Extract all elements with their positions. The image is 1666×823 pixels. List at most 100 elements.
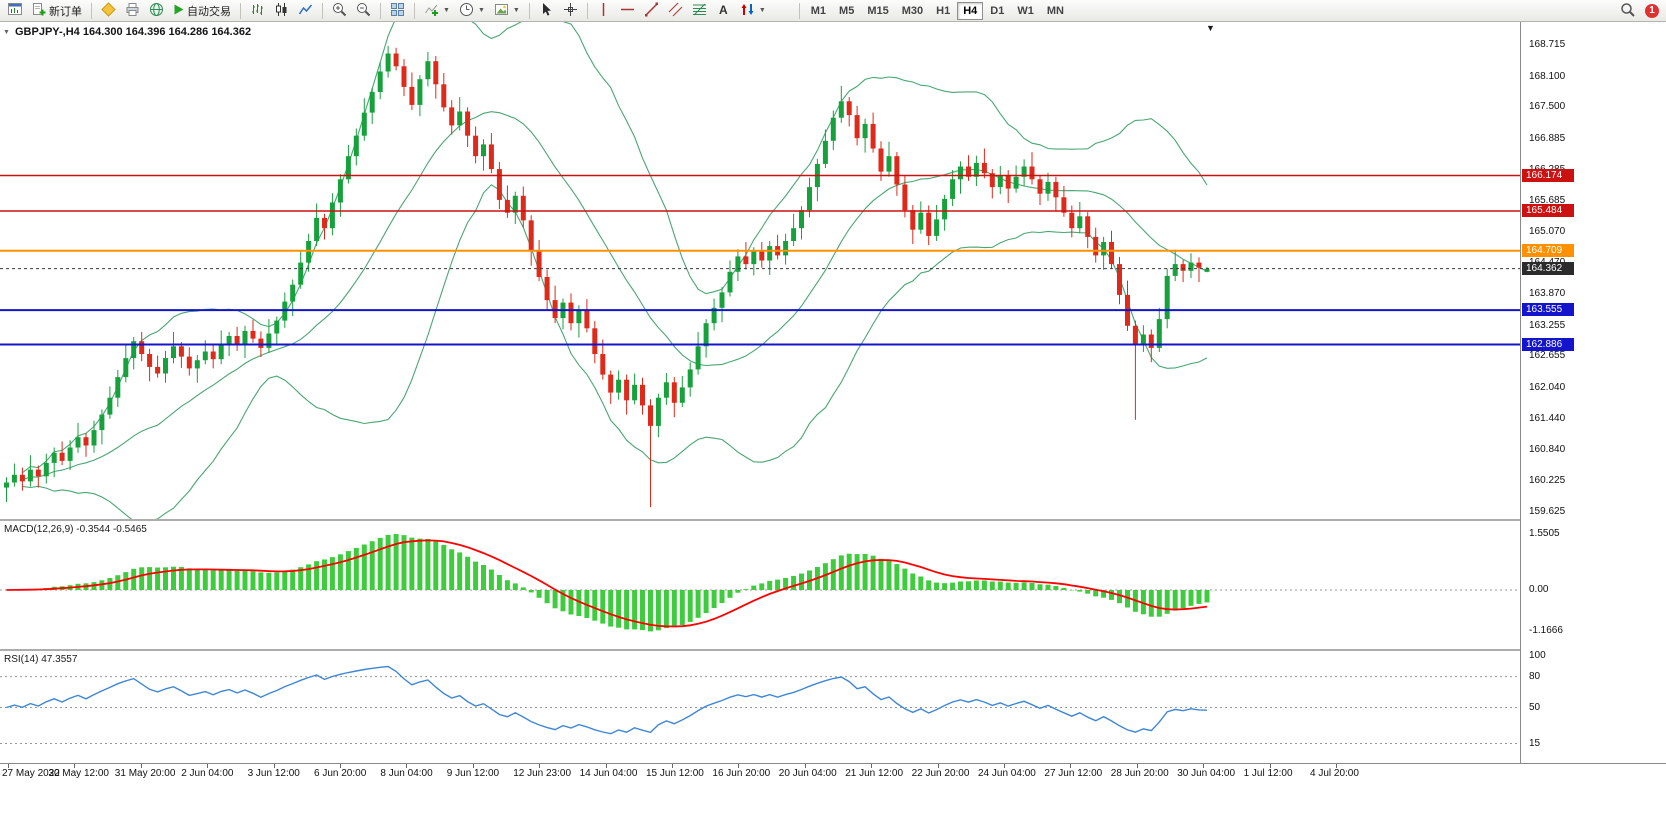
time-axis-label: 12 Jun 23:00 (513, 768, 572, 779)
cursor-button[interactable] (535, 1, 558, 21)
time-axis-label: 21 Jun 12:00 (845, 768, 904, 779)
toolbar-separator (240, 2, 241, 19)
time-axis-tick (74, 764, 76, 768)
price-axis-label: 160.840 (1529, 443, 1566, 455)
trendline-button[interactable] (640, 1, 663, 21)
autotrading-button[interactable]: 自动交易 (169, 1, 235, 21)
print-icon (125, 2, 140, 20)
time-axis-label: 2 Jun 04:00 (181, 768, 234, 779)
search-icon (1620, 2, 1635, 20)
crosshair-button[interactable] (559, 1, 582, 21)
time-axis-label: 3 Jun 12:00 (247, 768, 300, 779)
time-axis-label: 4 Jul 20:00 (1310, 768, 1359, 779)
current-price-badge: 164.362 (1522, 261, 1574, 275)
time-axis-label: 30 May 12:00 (48, 768, 109, 779)
price-line-badge: 162.886 (1522, 337, 1574, 351)
time-axis-tick (8, 764, 9, 768)
macd-values: -0.3544 -0.5465 (76, 524, 147, 535)
toolbar-separator (414, 2, 415, 19)
notification-badge[interactable]: 1 (1645, 3, 1659, 18)
channel-button[interactable] (664, 1, 687, 21)
panel-separator[interactable] (0, 649, 1666, 651)
price-axis-label: 168.100 (1529, 70, 1566, 82)
periods-button[interactable]: ▼ (455, 1, 489, 21)
metaeditor-icon (101, 1, 116, 20)
toolbar-separator (380, 2, 381, 19)
price-line-badge: 165.484 (1522, 204, 1574, 217)
channel-icon (668, 2, 683, 20)
text-button[interactable]: A (712, 1, 735, 21)
candlestick-chart[interactable] (0, 22, 1520, 519)
timeframe-mn-button[interactable]: MN (1041, 2, 1070, 20)
timeframe-m1-button[interactable]: M1 (805, 2, 832, 20)
price-axis-label: 160.225 (1529, 475, 1566, 487)
price-axis-label: 162.655 (1529, 350, 1566, 362)
price-line-badge: 163.555 (1522, 303, 1574, 317)
new-chart-button[interactable] (3, 1, 27, 21)
zoom-out-icon (356, 2, 371, 20)
line-chart-button[interactable] (294, 1, 317, 21)
chart-shift-marker[interactable]: ▼ (1206, 23, 1215, 33)
arrows-icon (740, 2, 755, 20)
time-axis-label: 20 Jun 04:00 (778, 768, 837, 779)
time-axis-tick (340, 764, 341, 768)
fibonacci-button[interactable] (688, 1, 711, 21)
candlestick-chart-button[interactable] (270, 1, 293, 21)
time-axis[interactable]: 27 May 2022 30 May 12:00 31 May 20:00 2 Jun… (0, 763, 1666, 782)
rsi-indicator-panel[interactable] (0, 651, 1520, 763)
timeframe-h1-button[interactable]: H1 (930, 2, 956, 20)
time-axis-label: 31 May 20:00 (114, 768, 176, 779)
price-axis[interactable]: 168.715168.100167.500166.885166.285165.6… (1520, 22, 1666, 763)
trendline-icon (644, 2, 659, 20)
cursor-icon (539, 2, 554, 20)
macd-indicator-panel[interactable] (0, 521, 1520, 649)
community-button[interactable] (145, 1, 168, 21)
panel-separator[interactable] (0, 519, 1666, 521)
arrows-button[interactable]: ▼ (736, 1, 770, 21)
search-button[interactable] (1616, 1, 1639, 21)
print-button[interactable] (121, 1, 144, 21)
metaeditor-button[interactable] (97, 1, 120, 21)
time-axis-tick (207, 764, 209, 768)
time-axis-tick (1203, 764, 1205, 768)
time-axis-tick (273, 764, 275, 768)
timeframe-w1-button[interactable]: W1 (1011, 2, 1040, 20)
timeframe-d1-button[interactable]: D1 (984, 2, 1010, 20)
price-axis-label: 168.715 (1529, 39, 1566, 50)
tile-windows-button[interactable] (386, 1, 409, 21)
time-axis-tick (1136, 764, 1138, 768)
price-axis-label: 159.625 (1529, 506, 1566, 517)
time-axis-label: 9 Jun 12:00 (446, 768, 500, 779)
chevron-down-icon: ▼ (758, 7, 766, 14)
horizontal-line-button[interactable] (616, 1, 639, 21)
zoom-in-button[interactable] (328, 1, 351, 21)
time-axis-label: 30 Jun 04:00 (1177, 768, 1236, 779)
timeframe-m15-button[interactable]: M15 (861, 2, 894, 20)
zoom-out-button[interactable] (352, 1, 375, 21)
indicators-button[interactable]: ▼ (420, 1, 454, 21)
price-axis-label: 161.440 (1529, 412, 1566, 424)
time-axis-label: 8 Jun 04:00 (380, 768, 433, 779)
time-axis-tick (406, 764, 408, 768)
new-chart-icon (7, 2, 23, 20)
timeframe-m5-button[interactable]: M5 (833, 2, 860, 20)
rsi-axis-label: 80 (1529, 670, 1541, 682)
timeframe-m30-button[interactable]: M30 (896, 2, 929, 20)
time-axis-tick (605, 764, 607, 768)
time-axis-label: 1 Jul 12:00 (1243, 768, 1293, 779)
one-click-trading-toggle[interactable]: ▼ (3, 29, 10, 36)
time-axis-tick (1070, 764, 1072, 768)
time-axis-tick (738, 764, 740, 768)
time-axis-tick (672, 764, 673, 768)
price-axis-label: 167.500 (1529, 101, 1566, 113)
new-order-button[interactable]: 新订单 (28, 1, 86, 21)
bar-chart-button[interactable] (246, 1, 269, 21)
rsi-value: 47.3557 (41, 654, 78, 665)
autotrading-play-icon (173, 4, 184, 18)
macd-axis-label: -1.1666 (1529, 625, 1563, 637)
vertical-line-button[interactable] (593, 1, 615, 21)
timeframe-h4-button[interactable]: H4 (957, 1, 984, 20)
templates-button[interactable]: ▼ (490, 1, 524, 21)
time-axis-label: 14 Jun 04:00 (579, 768, 638, 779)
candlestick-chart-icon (274, 2, 289, 20)
